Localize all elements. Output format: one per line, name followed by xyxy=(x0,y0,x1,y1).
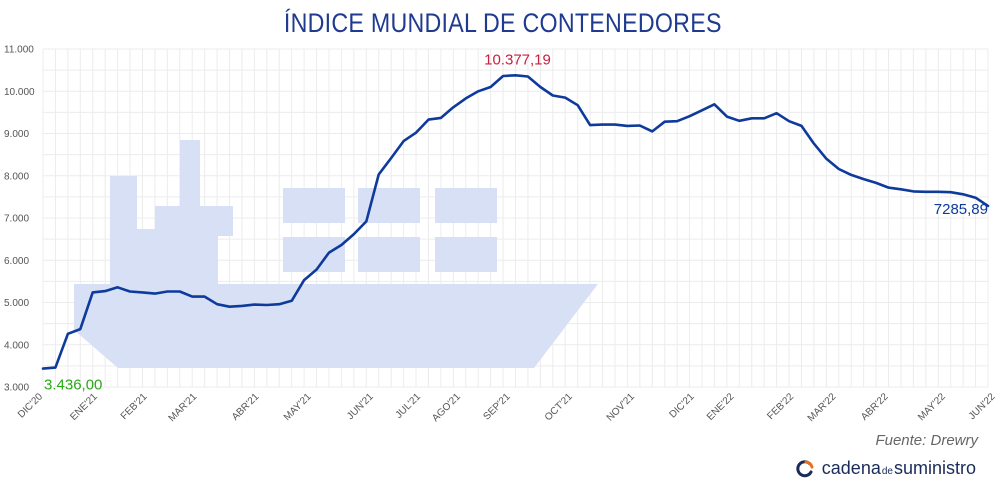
x-tick-label: ABR'21 xyxy=(230,391,262,423)
y-axis: 3.000 4.000 5.000 6.000 7.000 8.000 9.000 10.00… xyxy=(4,45,35,394)
ship-illustration xyxy=(74,140,598,368)
x-tick-label: OCT'21 xyxy=(543,391,575,423)
y-tick-label: 9.000 xyxy=(4,129,29,140)
x-tick-label: ENE'22 xyxy=(705,391,737,423)
x-tick-label: DIC'20 xyxy=(16,391,45,420)
x-tick-label: JUN'21 xyxy=(345,391,376,422)
y-tick-label: 7.000 xyxy=(4,214,29,225)
x-tick-label: ENE'21 xyxy=(68,391,100,423)
ship-superstructure xyxy=(110,140,233,284)
y-tick-label: 6.000 xyxy=(4,256,29,267)
x-tick-label: SEP'21 xyxy=(482,391,513,422)
brand-logo: cadena de suministro xyxy=(795,458,976,479)
x-tick-label: MAY'22 xyxy=(916,391,948,423)
y-tick-label: 4.000 xyxy=(4,340,29,351)
ship-container xyxy=(358,237,420,272)
x-tick-label: NOV'21 xyxy=(605,391,638,424)
y-tick-label: 10.000 xyxy=(4,87,35,98)
annotation-label: 10.377,19 xyxy=(484,51,551,68)
x-tick-label: FEB'21 xyxy=(119,391,150,422)
x-axis: DIC'20 ENE'21 FEB'21 MAR'21 ABR'21 MAY'21 JUN'… xyxy=(16,391,998,424)
x-tick-label: MAR'21 xyxy=(167,391,200,424)
cadena-logo-icon xyxy=(796,459,814,477)
x-tick-label: ABR'22 xyxy=(859,391,891,423)
brand-text-cadena: cadena xyxy=(821,458,881,478)
source-text: Fuente: Drewry xyxy=(875,432,978,449)
ship-container xyxy=(435,237,497,272)
annotations: 3.436,00 10.377,19 7285,89 xyxy=(44,51,988,393)
ship-container xyxy=(283,237,345,272)
series-line xyxy=(41,74,990,370)
y-tick-label: 8.000 xyxy=(4,171,29,182)
y-tick-label: 5.000 xyxy=(4,298,29,309)
annotation-label: 7285,89 xyxy=(934,201,988,218)
brand-text-de: de xyxy=(881,466,893,477)
annotation-label: 3.436,00 xyxy=(44,377,102,394)
x-tick-label: FEB'22 xyxy=(765,391,796,422)
x-tick-label: AGO'21 xyxy=(430,391,463,424)
x-tick-label: DIC'21 xyxy=(667,391,696,420)
x-tick-label: JUL'21 xyxy=(394,391,424,421)
ship-container xyxy=(435,188,497,223)
y-tick-label: 3.000 xyxy=(4,383,29,394)
ship-hull xyxy=(74,284,598,368)
x-tick-label: MAR'22 xyxy=(806,391,839,424)
y-tick-label: 11.000 xyxy=(4,45,34,56)
ship-container xyxy=(283,188,345,223)
x-tick-label: JUN'22 xyxy=(967,391,998,422)
chart-title: ÍNDICE MUNDIAL DE CONTENEDORES xyxy=(283,8,722,38)
brand-text-suministro: suministro xyxy=(893,458,976,478)
x-tick-label: MAY'21 xyxy=(282,391,314,423)
